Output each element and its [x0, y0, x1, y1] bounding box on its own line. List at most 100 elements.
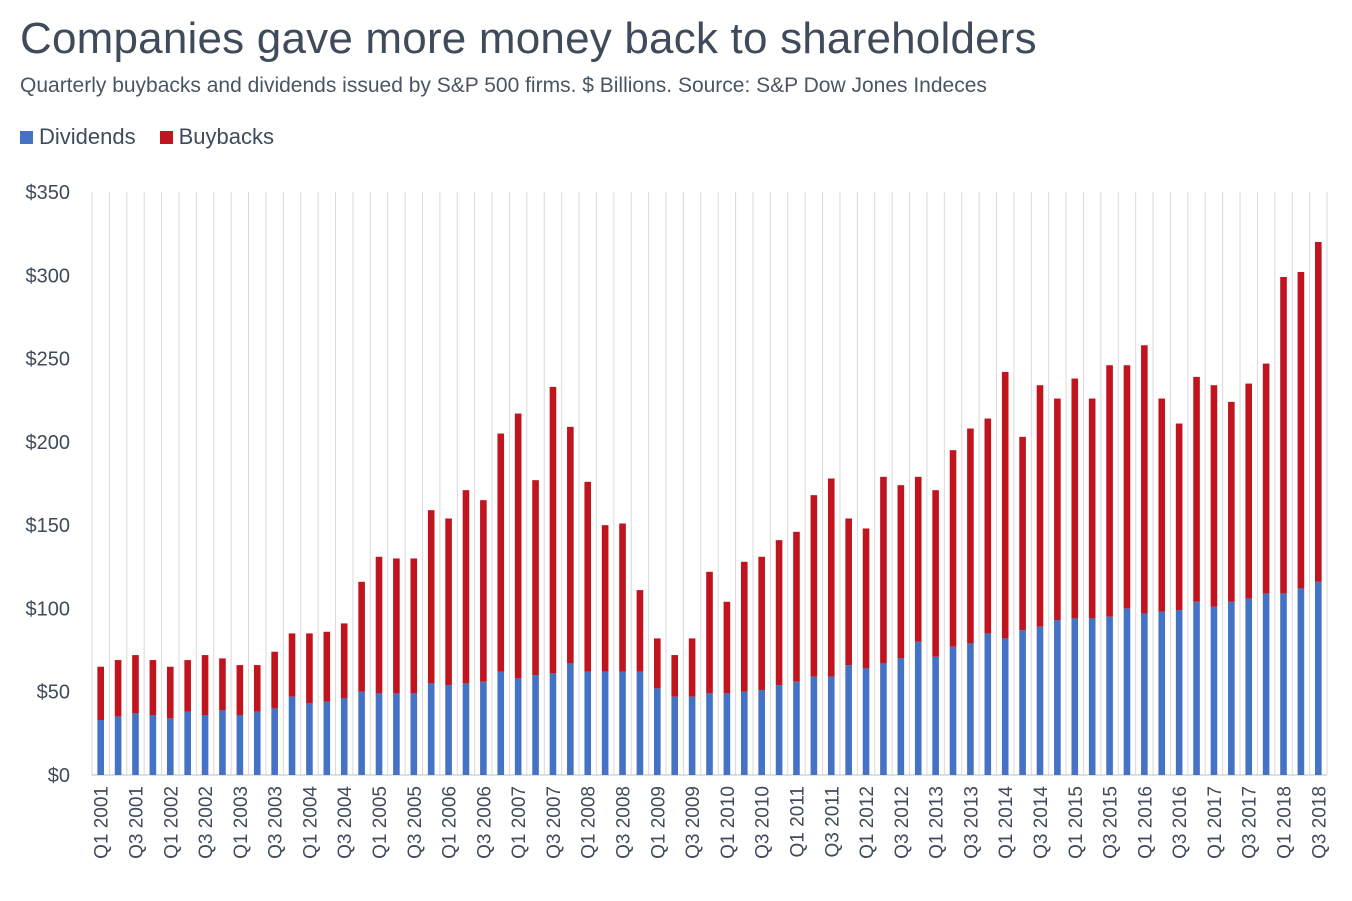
x-tick-label: Q3 2008 [614, 786, 635, 859]
bar-dividends-q1-2011 [793, 681, 800, 775]
bar-dividends-q1-2002 [166, 718, 174, 775]
bar-dividends-q1-2009 [654, 688, 661, 775]
bar-dividends-q4-2007 [567, 663, 574, 775]
bar-buybacks-q1-2011 [793, 531, 800, 682]
bar-buybacks-q3-2018 [1315, 241, 1322, 582]
y-tick-label: $0 [48, 765, 70, 787]
bar-buybacks-q4-2001 [149, 660, 157, 716]
bar-buybacks-q1-2001 [97, 666, 104, 721]
bar-buybacks-q2-2002 [184, 660, 191, 712]
bar-dividends-q3-2007 [549, 673, 557, 775]
bar-buybacks-q3-2007 [549, 386, 557, 674]
legend-item-buybacks: Buybacks [159, 124, 274, 150]
bar-buybacks-q3-2004 [340, 623, 348, 699]
bar-dividends-q3-2001 [132, 713, 139, 775]
x-axis: Q1 2001 Q3 2001 Q1 2002 Q3 2002 Q1 2003 Q3 20… [92, 786, 1331, 859]
bar-dividends-q4-2001 [149, 715, 157, 775]
bar-dividends-q4-2013 [984, 633, 992, 775]
bar-dividends-q3-2015 [1106, 616, 1113, 775]
bar-dividends-q2-2017 [1228, 601, 1235, 775]
bar-buybacks-q1-2002 [166, 666, 174, 719]
bars [97, 241, 1322, 775]
x-tick-label: Q1 2009 [648, 786, 669, 859]
bar-buybacks-q2-2004 [323, 631, 331, 702]
x-tick-label: Q3 2013 [961, 786, 982, 859]
bar-dividends-q3-2003 [271, 708, 278, 775]
bar-buybacks-q1-2016 [1141, 345, 1148, 614]
bar-dividends-q4-2010 [775, 685, 783, 775]
bar-dividends-q2-2009 [671, 696, 679, 775]
bar-dividends-q1-2017 [1210, 606, 1218, 775]
bar-dividends-q2-2004 [323, 701, 331, 775]
bar-dividends-q2-2008 [601, 671, 609, 775]
bar-dividends-q1-2013 [932, 656, 939, 775]
legend: Dividends Buybacks [20, 124, 274, 150]
x-tick-label: Q3 2004 [335, 786, 356, 859]
bar-dividends-q3-2011 [827, 676, 835, 775]
bar-buybacks-q1-2010 [723, 601, 731, 694]
bar-buybacks-q4-2016 [1193, 376, 1200, 602]
bar-dividends-q4-2002 [219, 710, 226, 775]
bar-dividends-q2-2005 [393, 693, 400, 775]
bar-buybacks-q2-2011 [810, 495, 818, 677]
bar-buybacks-q2-2016 [1158, 398, 1166, 612]
bar-buybacks-q2-2012 [880, 476, 887, 664]
y-tick-label: $100 [26, 598, 71, 620]
x-tick-label: Q3 2016 [1170, 786, 1191, 859]
bar-buybacks-q2-2009 [671, 655, 679, 697]
bar-dividends-q1-2004 [306, 703, 313, 775]
bar-buybacks-q1-2008 [584, 481, 592, 672]
bar-dividends-q1-2012 [862, 668, 870, 775]
bar-buybacks-q2-2010 [740, 561, 748, 692]
bar-buybacks-q2-2015 [1088, 398, 1096, 619]
bar-dividends-q4-2006 [497, 671, 505, 775]
bar-buybacks-q4-2003 [288, 633, 296, 697]
x-tick-label: Q1 2017 [1205, 786, 1226, 859]
bar-buybacks-q4-2010 [775, 540, 783, 686]
bar-buybacks-q1-2009 [654, 638, 661, 689]
bar-buybacks-q3-2013 [967, 428, 974, 644]
bar-buybacks-q3-2008 [619, 523, 626, 672]
x-tick-label: Q3 2018 [1309, 786, 1330, 859]
bar-buybacks-q1-2003 [236, 665, 244, 716]
legend-label-buybacks: Buybacks [178, 124, 274, 149]
bar-buybacks-q3-2010 [758, 556, 765, 691]
bar-dividends-q2-2012 [880, 663, 887, 775]
bar-buybacks-q4-2008 [636, 590, 644, 672]
chart-title: Companies gave more money back to shareh… [20, 14, 1037, 63]
bar-dividends-q2-2006 [462, 683, 470, 775]
bar-dividends-q2-2018 [1297, 588, 1305, 775]
bar-buybacks-q3-2002 [201, 655, 209, 716]
bar-dividends-q1-2005 [375, 693, 383, 775]
bar-dividends-q3-2002 [201, 715, 209, 775]
y-tick-label: $350 [26, 182, 71, 204]
bar-dividends-q3-2018 [1315, 581, 1322, 775]
bar-dividends-q4-2009 [706, 693, 713, 775]
bar-buybacks-q4-2013 [984, 418, 992, 634]
bar-dividends-q4-2003 [288, 696, 296, 775]
bar-buybacks-q3-2011 [827, 478, 835, 677]
bar-dividends-q1-2016 [1141, 613, 1148, 775]
bar-buybacks-q4-2007 [567, 426, 574, 664]
bar-buybacks-q2-2006 [462, 490, 470, 684]
bar-dividends-q4-2004 [358, 691, 365, 775]
bar-buybacks-q4-2006 [497, 433, 505, 672]
y-tick-label: $250 [26, 349, 71, 371]
bar-dividends-q1-2014 [1001, 638, 1009, 775]
bar-dividends-q4-2012 [914, 641, 922, 775]
bar-dividends-q3-2012 [897, 658, 905, 775]
bar-buybacks-q4-2002 [219, 658, 226, 711]
bar-dividends-q1-2006 [445, 685, 452, 775]
x-tick-label: Q3 2007 [544, 786, 565, 859]
bar-dividends-q1-2010 [723, 693, 731, 775]
y-tick-label: $50 [37, 682, 70, 704]
bar-dividends-q4-2005 [427, 683, 435, 775]
y-tick-label: $150 [26, 515, 71, 537]
x-tick-label: Q1 2001 [92, 786, 113, 859]
x-tick-label: Q3 2015 [1101, 786, 1122, 859]
bar-buybacks-q4-2017 [1262, 363, 1270, 594]
bar-buybacks-q3-2005 [410, 558, 418, 694]
bar-dividends-q2-2002 [184, 711, 191, 775]
x-tick-label: Q3 2011 [822, 786, 843, 857]
gridlines [91, 192, 1328, 776]
